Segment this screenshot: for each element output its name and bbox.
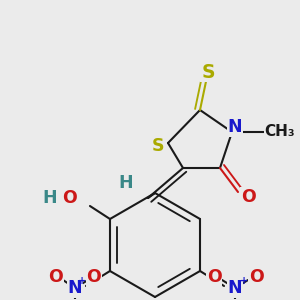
Text: O: O [241,188,255,206]
Text: S: S [201,62,215,82]
Text: O: O [63,189,77,207]
Text: +: + [240,276,248,286]
Text: N: N [68,279,82,297]
Text: CH₃: CH₃ [265,124,295,140]
Text: H: H [43,189,57,207]
Text: O⁻: O⁻ [64,299,86,300]
Text: O: O [249,268,263,286]
Text: O: O [87,268,101,286]
Text: +: + [78,276,86,286]
Text: N: N [228,279,242,297]
Text: N: N [228,118,242,136]
Text: O: O [49,268,63,286]
Text: S: S [152,137,164,155]
Text: H: H [119,174,133,192]
Text: O: O [207,268,221,286]
Text: O⁻: O⁻ [224,299,246,300]
